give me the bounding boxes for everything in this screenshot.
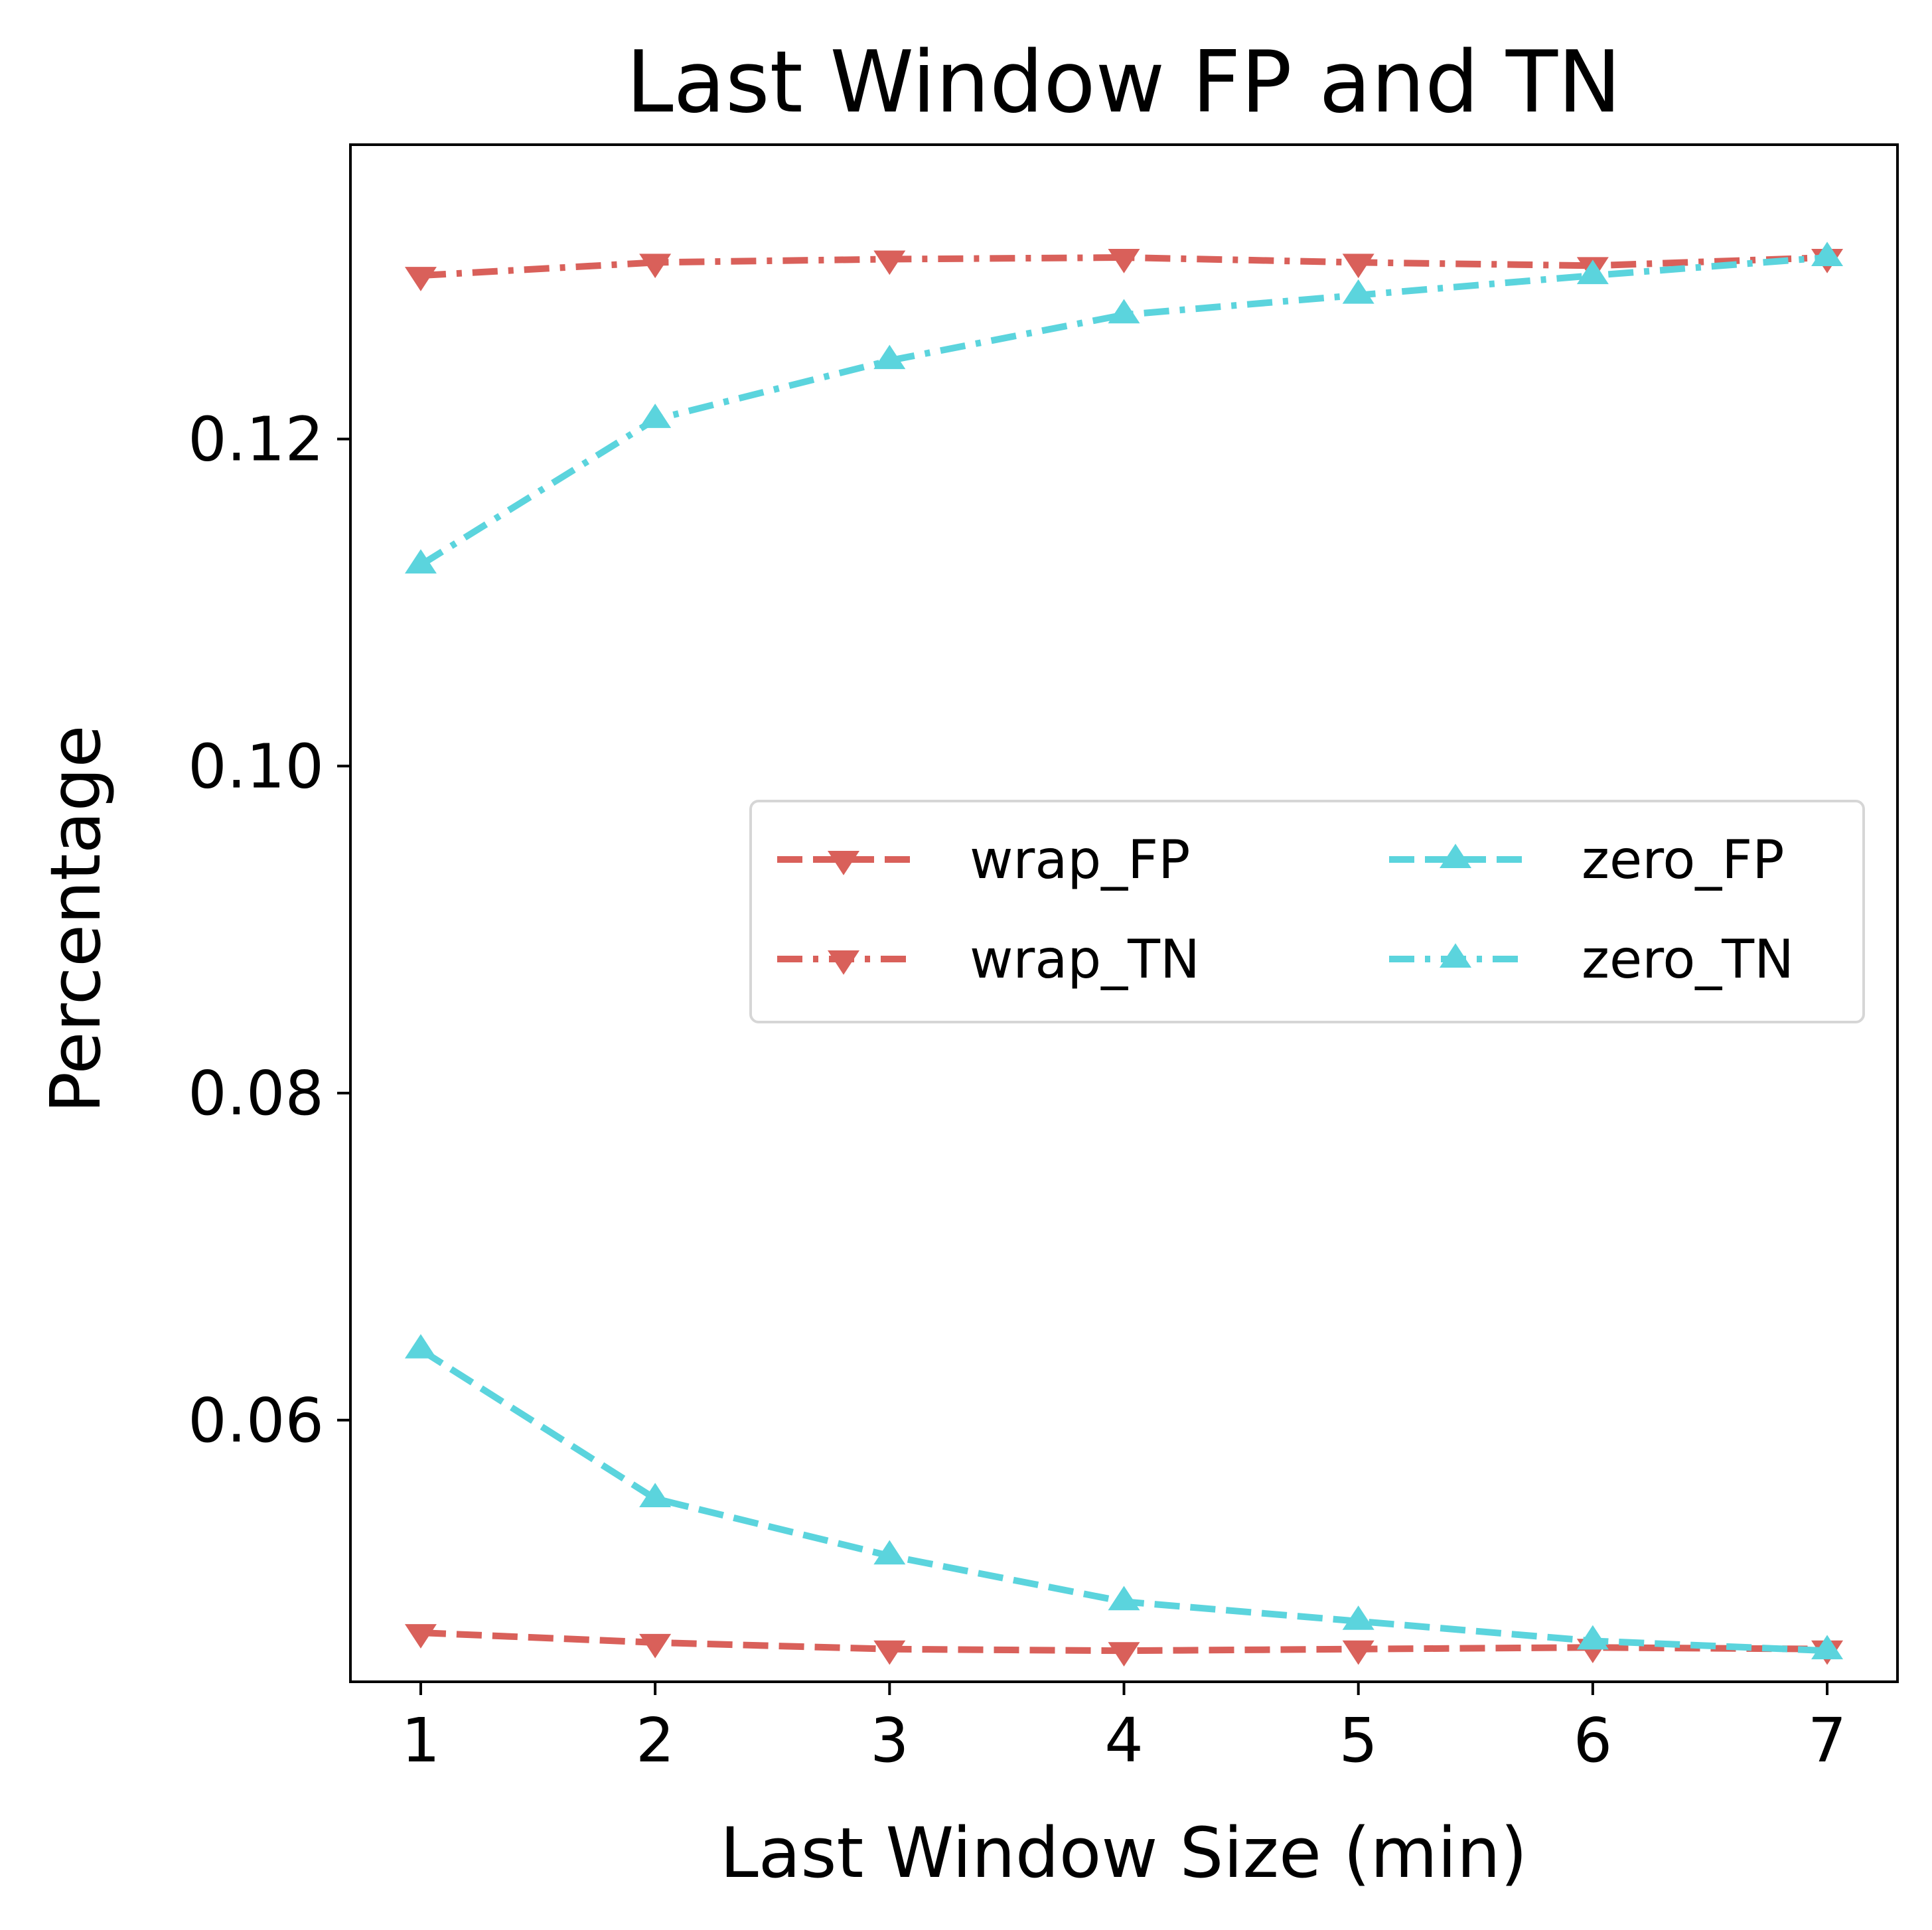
data-point [404, 267, 437, 291]
chart-title: Last Window FP and TN [626, 33, 1621, 132]
legend-label: wrap_FP [970, 829, 1190, 891]
data-point [404, 1334, 437, 1359]
legend-marker [1440, 943, 1471, 968]
y-tick-label: 0.10 [188, 731, 324, 802]
series-layer [404, 242, 1844, 1667]
x-tick-label: 3 [870, 1705, 909, 1776]
x-tick-label: 6 [1574, 1705, 1613, 1776]
x-tick-label: 7 [1808, 1705, 1847, 1776]
data-point [873, 1540, 906, 1565]
data-point [639, 1483, 672, 1508]
legend: wrap_FP wrap_TN zero_FP zero_TN [749, 800, 1865, 1023]
legend-marker [828, 851, 859, 875]
y-tick-label: 0.06 [188, 1385, 324, 1456]
data-point [873, 250, 906, 275]
data-point [1108, 1642, 1140, 1667]
legend-frame [749, 800, 1865, 1023]
data-point [873, 1640, 906, 1665]
legend-marker [828, 950, 859, 975]
data-point [1108, 1586, 1140, 1611]
data-point [1342, 254, 1375, 279]
data-point [1811, 1635, 1844, 1660]
y-tick-label: 0.12 [188, 404, 324, 475]
series-zero_FP [404, 1334, 1844, 1660]
data-point [639, 1633, 672, 1659]
x-tick-label: 5 [1339, 1705, 1378, 1776]
data-point [1576, 260, 1609, 285]
legend-marker [1440, 844, 1471, 868]
data-point [404, 1624, 437, 1649]
data-point [639, 404, 672, 428]
legend-label: zero_FP [1582, 829, 1785, 891]
data-point [404, 549, 437, 574]
data-point [1108, 299, 1140, 324]
y-axis-ticks: 0.06 0.08 0.10 0.12 [188, 404, 350, 1456]
data-point [1342, 279, 1375, 304]
data-point [1576, 1625, 1609, 1650]
y-tick-label: 0.08 [188, 1058, 324, 1129]
data-point [1811, 242, 1844, 266]
x-axis-ticks: 1 2 3 4 5 6 7 [402, 1682, 1847, 1776]
x-axis-label: Last Window Size (min) [720, 1813, 1528, 1893]
data-point [639, 254, 672, 279]
data-point [1342, 1605, 1375, 1630]
series-zero_TN [404, 242, 1844, 574]
legend-label: zero_TN [1582, 928, 1794, 990]
legend-label: wrap_TN [970, 928, 1200, 990]
x-tick-label: 4 [1104, 1705, 1144, 1776]
y-axis-label: Percentage [35, 725, 116, 1113]
legend-entry-wrap_FP: wrap_FP [777, 829, 1190, 891]
data-point [1342, 1640, 1375, 1665]
legend-entry-zero_TN: zero_TN [1389, 928, 1794, 990]
x-tick-label: 2 [636, 1705, 675, 1776]
data-point [1108, 249, 1140, 273]
legend-entry-wrap_TN: wrap_TN [777, 928, 1200, 990]
x-tick-label: 1 [402, 1705, 441, 1776]
data-point [873, 344, 906, 370]
legend-entry-zero_FP: zero_FP [1389, 829, 1785, 891]
